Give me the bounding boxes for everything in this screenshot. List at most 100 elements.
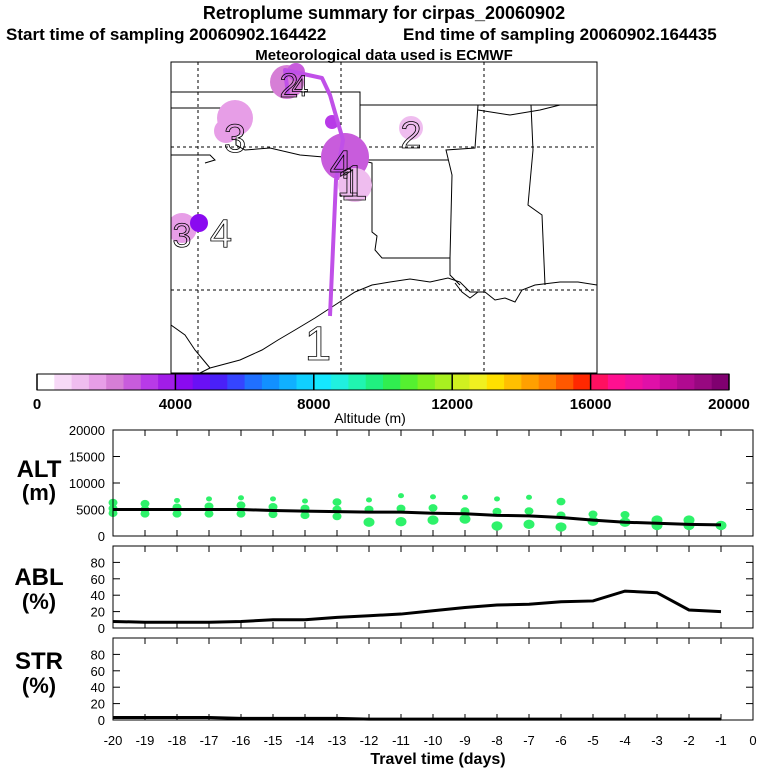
particle-point <box>363 517 375 527</box>
particle-point <box>715 520 727 531</box>
particle-point <box>494 496 500 502</box>
colorbar-tick-label: 12000 <box>431 396 473 413</box>
state-border <box>527 104 546 286</box>
panel-label: ABL <box>14 564 63 591</box>
colorbar-swatch <box>400 374 419 390</box>
start-time-label: Start time of sampling 20060902.164422 <box>6 25 327 44</box>
colorbar-swatch <box>452 374 470 390</box>
particle-point <box>174 497 180 504</box>
particle-point <box>206 496 212 502</box>
panel-label: STR <box>15 648 63 675</box>
plume-number-label: 3 <box>224 117 246 161</box>
colorbar-swatch <box>88 374 107 390</box>
colorbar-swatch <box>469 374 488 390</box>
colorbar-swatch <box>711 374 730 390</box>
particle-point <box>140 509 150 518</box>
colorbar-swatch <box>54 374 73 390</box>
particle-point <box>398 493 404 499</box>
colorbar-swatch <box>244 374 263 390</box>
particle-point <box>204 509 214 518</box>
colorbar-tick-label: 0 <box>33 396 41 413</box>
x-tick-label: -12 <box>360 733 379 748</box>
particle-point <box>427 515 439 525</box>
plume-number-label: 3 <box>173 217 192 255</box>
x-tick-label: -19 <box>136 733 155 748</box>
particle-point <box>172 509 182 518</box>
colorbar-swatch <box>677 374 695 390</box>
plume-number-label: 2 <box>400 115 421 157</box>
colorbar-swatch <box>313 374 332 390</box>
colorbar-swatch <box>417 374 436 390</box>
particle-point <box>396 504 406 513</box>
y-tick-label: 20 <box>91 605 105 620</box>
x-tick-label: -17 <box>200 733 219 748</box>
particle-point <box>459 514 471 524</box>
colorbar-swatch <box>590 374 609 390</box>
particle-point <box>428 504 438 512</box>
particle-point <box>395 517 407 527</box>
state-border <box>171 91 597 106</box>
plume-number-label: 1 <box>305 318 332 371</box>
panel-frame <box>112 637 754 721</box>
colorbar-swatch <box>504 374 522 390</box>
y-tick-label: 40 <box>91 588 105 603</box>
met-data-label: Meteorological data used is ECMWF <box>255 47 513 64</box>
y-tick-label: 20 <box>91 697 105 712</box>
series-line <box>112 589 722 624</box>
x-tick-label: 0 <box>749 733 756 748</box>
particle-point <box>366 497 372 503</box>
colorbar-tick-label: 20000 <box>708 396 750 413</box>
x-tick-label: -3 <box>651 733 663 748</box>
state-border <box>171 154 216 164</box>
particle-point <box>588 510 598 519</box>
plume-number-label: 1 <box>337 161 359 205</box>
plume-cluster <box>399 116 423 140</box>
y-tick-label: 15000 <box>69 450 105 465</box>
colorbar-swatch <box>192 374 211 390</box>
particle-point <box>270 496 276 502</box>
y-tick-label: 60 <box>91 572 105 587</box>
particle-point <box>556 497 566 506</box>
panel-frame <box>112 429 754 537</box>
colorbar-swatch <box>331 374 349 390</box>
particle-point <box>526 494 532 500</box>
particle-point <box>430 494 436 500</box>
panel-label: ALT <box>17 456 62 483</box>
plume-cluster <box>338 168 372 202</box>
particle-point <box>302 498 308 504</box>
plume-number-label: 4 <box>210 212 232 256</box>
colorbar-swatch <box>434 374 453 390</box>
state-border <box>445 104 479 259</box>
colorbar-swatch <box>694 374 713 390</box>
plume-number-label: 1 <box>340 155 368 211</box>
particle-point <box>236 501 246 510</box>
x-tick-label: -11 <box>392 733 410 748</box>
x-tick-label: -6 <box>555 733 567 748</box>
x-tick-label: -13 <box>328 733 347 748</box>
colorbar-swatch <box>158 374 176 390</box>
y-tick-label: 40 <box>91 680 105 695</box>
panel-frame <box>112 545 754 629</box>
colorbar-swatch <box>296 374 315 390</box>
x-tick-label: -5 <box>587 733 599 748</box>
x-tick-label: -9 <box>459 733 471 748</box>
map-frame <box>170 61 598 374</box>
particle-point <box>523 519 535 530</box>
colorbar-axis-label: Altitude (m) <box>334 410 406 426</box>
plume-number-label: 2 <box>280 67 299 105</box>
colorbar-swatch <box>348 374 367 390</box>
colorbar-swatch <box>538 374 557 390</box>
colorbar-swatch <box>71 374 90 390</box>
colorbar-swatch <box>123 374 142 390</box>
x-tick-label: -10 <box>424 733 443 748</box>
particle-point <box>268 510 278 519</box>
y-tick-label: 0 <box>98 713 105 728</box>
end-time-label: End time of sampling 20060902.164435 <box>403 25 717 44</box>
time-series-panels: ALT(m)05000100001500020000ABL(%)02040608… <box>14 423 756 768</box>
x-tick-label: -1 <box>715 733 727 748</box>
colorbar-swatch <box>659 374 678 390</box>
panel-unit-label: (m) <box>22 480 56 505</box>
particle-point <box>462 494 468 500</box>
